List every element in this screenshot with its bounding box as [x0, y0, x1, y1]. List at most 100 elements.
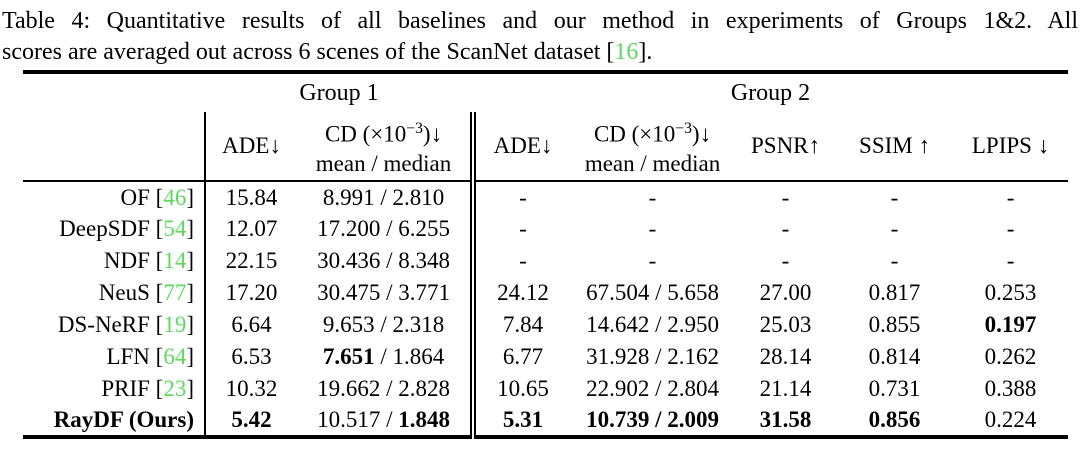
value: 67.504 / 5.658 — [586, 280, 719, 305]
citation-link[interactable]: 23 — [163, 376, 187, 401]
col-header-ssim: SSIM ↑ — [836, 112, 954, 182]
cd-header-text: CD (×10 — [324, 121, 407, 147]
citation-link[interactable]: 54 — [163, 216, 187, 241]
method-label: DeepSDF [54] — [23, 213, 206, 245]
cell-psnr: - — [735, 181, 836, 213]
citation-link[interactable]: 19 — [163, 312, 187, 337]
value: - — [1006, 216, 1015, 241]
value: 31.928 / 2.162 — [586, 344, 719, 369]
cell-g1-ade: 10.32 — [205, 373, 297, 405]
cell-ssim: 0.814 — [836, 341, 953, 373]
citation-bracket: [ — [149, 376, 164, 401]
cell-ssim: 0.731 — [836, 373, 953, 405]
cell-lpips: 0.197 — [953, 309, 1068, 341]
cell-g1-cd: 17.200 / 6.255 — [297, 213, 473, 245]
col-header-psnr: PSNR↑ — [735, 112, 837, 182]
cell-lpips: - — [953, 181, 1068, 213]
cell-g2-cd: - — [570, 181, 735, 213]
value: 0.855 — [868, 312, 921, 337]
method-name: PRIF — [101, 376, 150, 401]
value: 30.475 / 3.771 — [317, 280, 450, 305]
cell-ssim: 0.856 — [836, 405, 953, 437]
value: 6.53 — [231, 344, 272, 369]
citation-link[interactable]: 77 — [163, 280, 187, 305]
method-label: OF [46] — [23, 181, 206, 213]
value: / 1.864 — [374, 344, 445, 369]
value: 10.517 / — [317, 407, 399, 432]
table-body: OF [46] 15.84 8.991 / 2.810- - - - - DeepSDF [5… — [23, 181, 1068, 437]
method-label: NeuS [77] — [23, 277, 206, 309]
method-label: NDF [14] — [23, 245, 206, 277]
value: 27.00 — [759, 280, 812, 305]
citation-link[interactable]: 64 — [163, 344, 187, 369]
cell-g2-ade: 7.84 — [470, 309, 571, 341]
cell-g1-ade: 5.42 — [205, 405, 297, 437]
citation-bracket: [ — [149, 312, 164, 337]
cell-g1-cd: 19.662 / 2.828 — [297, 373, 473, 405]
cd-header-line2: mean / median — [584, 150, 721, 176]
value: 24.12 — [497, 280, 549, 305]
col-header-cd-group2: CD (×10−3)↓ mean / median — [570, 112, 736, 182]
value: 28.14 — [759, 344, 812, 369]
value: 21.14 — [759, 376, 812, 401]
value: 8.991 / 2.810 — [322, 184, 445, 210]
cell-lpips: 0.262 — [953, 341, 1068, 373]
cell-g2-cd: 10.739 / 2.009 — [570, 405, 735, 437]
cd-header-line2: mean / median — [315, 150, 452, 176]
cell-g1-ade: 17.20 — [205, 277, 297, 309]
cell-g2-ade: - — [470, 181, 571, 213]
value: 14.642 / 2.950 — [586, 312, 719, 337]
table-row: OF [46] 15.84 8.991 / 2.810 - - - - - — [23, 181, 1068, 213]
citation-bracket: [ — [149, 184, 164, 210]
col-header-lpips: LPIPS ↓ — [953, 112, 1069, 182]
cd-exponent: −3 — [675, 120, 692, 138]
value: 0.817 — [868, 280, 921, 305]
value: - — [519, 248, 527, 273]
citation-bracket: [ — [149, 248, 164, 273]
citation-bracket: [ — [149, 280, 164, 305]
citation-link[interactable]: 16 — [614, 39, 639, 65]
cell-psnr: 31.58 — [735, 405, 836, 437]
cell-psnr: 27.00 — [735, 277, 836, 309]
value: 1.848 — [398, 407, 450, 432]
value: - — [519, 184, 527, 210]
caption-line1: Table 4: Quantitative results of all bas… — [2, 8, 1078, 34]
cell-g2-cd: - — [570, 213, 735, 245]
citation-bracket: [ — [149, 216, 164, 241]
method-name: NDF — [103, 248, 150, 273]
value: - — [890, 184, 899, 210]
citation-link[interactable]: 14 — [163, 248, 187, 273]
citation-bracket: ] — [186, 248, 194, 273]
value: 25.03 — [759, 312, 812, 337]
caption-text: ]. — [638, 39, 653, 65]
citation-bracket: ] — [186, 312, 194, 337]
cell-g2-ade: - — [470, 245, 571, 277]
value: 30.436 / 8.348 — [317, 248, 450, 273]
citation-link[interactable]: 46 — [163, 184, 187, 210]
cell-g2-cd: 14.642 / 2.950 — [570, 309, 735, 341]
value: 0.224 — [984, 407, 1037, 432]
table-row: PRIF [23] 10.32 19.662 / 2.828 10.65 22.902 … — [23, 373, 1068, 405]
cd-header-text: )↓ — [422, 121, 443, 147]
value: - — [781, 248, 790, 273]
cell-lpips: 0.253 — [953, 277, 1068, 309]
table-row: DeepSDF [54] 12.07 17.200 / 6.255 - - - - - — [23, 213, 1068, 245]
value: - — [648, 216, 657, 241]
cell-g1-ade: 6.53 — [205, 341, 297, 373]
value: 6.77 — [502, 344, 544, 369]
cell-g1-cd: 8.991 / 2.810 — [297, 181, 473, 213]
value: 7.84 — [502, 312, 544, 337]
value: - — [781, 184, 790, 210]
value: 22.902 / 2.804 — [586, 376, 719, 401]
column-header-row: ADE↓ CD (×10−3)↓ mean / median ADE↓ CD (… — [23, 112, 1069, 182]
cell-lpips: - — [953, 245, 1068, 277]
method-label: RayDF (Ours) — [23, 405, 206, 437]
cell-g2-cd: 22.902 / 2.804 — [570, 373, 735, 405]
cell-lpips: - — [953, 213, 1068, 245]
method-name: DS-NeRF — [57, 312, 150, 337]
value: 12.07 — [225, 216, 278, 241]
value: 0.856 — [868, 407, 921, 432]
citation-bracket: ] — [186, 376, 194, 401]
method-name: RayDF (Ours) — [53, 407, 194, 432]
